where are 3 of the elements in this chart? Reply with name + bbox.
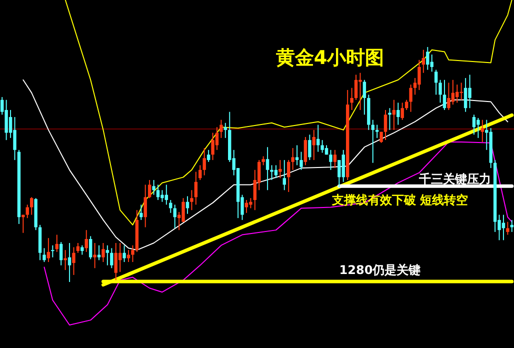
annotation: 1280仍是关键 <box>339 263 421 277</box>
chart-title: 黄金4小时图 <box>274 47 384 69</box>
annotation: 千三关键压力 <box>418 172 491 186</box>
